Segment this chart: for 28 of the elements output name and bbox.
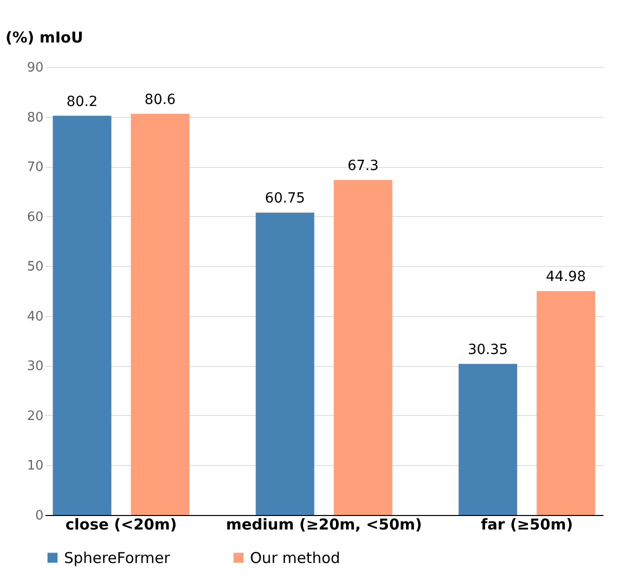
data-label: 60.75: [264, 190, 306, 207]
y-tick-label: 20: [26, 408, 44, 424]
x-tick-label: far (≥50m): [480, 516, 573, 534]
data-label: 67.3: [347, 158, 379, 174]
bar: [334, 180, 392, 515]
data-label: 44.98: [546, 269, 586, 286]
bar: [458, 364, 518, 515]
y-tick-label: 30: [26, 359, 44, 374]
y-tick-label: 80: [26, 110, 44, 126]
y-tick-label: 50: [26, 260, 44, 275]
legend-label: SphereFormer: [64, 548, 171, 567]
x-tick-label: medium (≥20m, <50m): [226, 516, 422, 534]
data-label: 80.2: [66, 94, 98, 110]
y-tick-label: 60: [26, 210, 44, 225]
bar: [130, 114, 190, 515]
bar: [256, 212, 314, 515]
data-label: 30.35: [468, 342, 508, 358]
data-label: 80.6: [144, 92, 176, 108]
bar: [52, 116, 112, 515]
y-axis-title: (%) mIoU: [6, 28, 84, 46]
legend-label: Our method: [250, 548, 340, 567]
x-tick-label: close (<20m): [65, 516, 177, 534]
bar: [536, 291, 596, 515]
y-tick-label: 90: [26, 60, 44, 76]
y-tick-label: 10: [26, 458, 44, 474]
y-tick-label: 0: [35, 508, 44, 524]
y-tick-label: 70: [26, 160, 44, 176]
y-tick-label: 40: [26, 309, 44, 324]
